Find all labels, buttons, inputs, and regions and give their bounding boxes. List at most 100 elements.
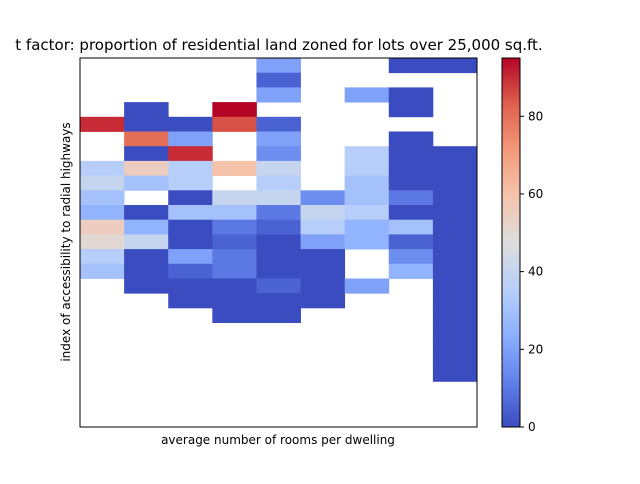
heatmap-cell [256, 190, 301, 206]
heatmap-cell [124, 205, 169, 221]
heatmap-cell [124, 160, 169, 176]
heatmap-cell [80, 263, 125, 279]
heatmap-cell [212, 190, 257, 206]
heatmap-cell [344, 87, 390, 103]
heatmap-cell [124, 102, 169, 118]
heatmap-cell [80, 160, 125, 176]
heatmap-cell [124, 116, 169, 132]
heatmap-cell [388, 234, 434, 250]
heatmap-cell [168, 234, 213, 250]
heatmap-cell [212, 278, 257, 294]
heatmap-cell [124, 234, 169, 250]
colorbar-tick-label: 80 [528, 109, 543, 123]
heatmap-cell [388, 160, 434, 176]
heatmap-cell [124, 175, 169, 191]
colorbar-tick-label: 0 [528, 420, 536, 434]
heatmap-cell [80, 249, 125, 265]
heatmap-cell [168, 219, 213, 235]
heatmap-cell [124, 263, 169, 279]
heatmap-cell [212, 249, 257, 265]
heatmap-cell [388, 131, 434, 147]
heatmap-cell [388, 146, 434, 162]
heatmap-cell [432, 234, 478, 250]
x-axis-label: average number of rooms per dwelling [161, 433, 395, 447]
heatmap-cell [212, 102, 257, 118]
heatmap-cell [300, 234, 346, 250]
heatmap-cell [432, 322, 478, 338]
heatmap-cell [168, 146, 213, 162]
heatmap-cell [432, 337, 478, 353]
chart-title: t factor: proportion of residential land… [15, 36, 542, 54]
heatmap-cell [344, 219, 390, 235]
plot-frame [79, 57, 478, 428]
heatmap-cell [212, 293, 257, 309]
heatmap-cell [168, 249, 213, 265]
colorbar-tick-label: 40 [528, 265, 543, 279]
heatmap-cell [388, 263, 434, 279]
heatmap-cell [300, 249, 346, 265]
heatmap-cell [212, 116, 257, 132]
heatmap-cell [344, 146, 390, 162]
heatmap-cell [212, 205, 257, 221]
heatmap-cell [124, 219, 169, 235]
heatmap-cell [256, 249, 301, 265]
heatmap-cell [80, 205, 125, 221]
heatmap-cell [168, 175, 213, 191]
heatmap-cell [300, 205, 346, 221]
heatmap-cell [432, 190, 478, 206]
heatmap-cell [432, 160, 478, 176]
heatmap-cell [256, 234, 301, 250]
heatmap-cell [80, 175, 125, 191]
heatmap-cell [256, 293, 301, 309]
heatmap-cell [256, 87, 301, 103]
heatmap-cell [300, 219, 346, 235]
heatmap-cell [80, 116, 125, 132]
heatmap-cell [344, 160, 390, 176]
heatmap-cell [124, 278, 169, 294]
heatmap-cell [432, 175, 478, 191]
heatmap-cell [168, 205, 213, 221]
heatmap-cell [124, 131, 169, 147]
heatmap-cell [344, 234, 390, 250]
heatmap-cell [212, 160, 257, 176]
heatmap-cell [212, 263, 257, 279]
heatmap-cell [256, 307, 301, 323]
heatmap-cell [256, 131, 301, 147]
heatmap-cell [256, 205, 301, 221]
heatmap-cell [344, 205, 390, 221]
colorbar-ticks: 0 20 40 60 80 [520, 109, 543, 434]
heatmap-cell [388, 219, 434, 235]
heatmap-cell [432, 58, 478, 74]
heatmap-cell [168, 131, 213, 147]
heatmap-cell [432, 219, 478, 235]
heatmap-cell [432, 366, 478, 382]
heatmap-cell [168, 190, 213, 206]
heatmap-cell [256, 146, 301, 162]
heatmap-cell [256, 263, 301, 279]
heatmap-cell [388, 190, 434, 206]
heatmap-cell [300, 278, 346, 294]
heatmap-cell [344, 278, 390, 294]
heatmap-cell [344, 190, 390, 206]
heatmap-cell [168, 278, 213, 294]
heatmap-cell [168, 116, 213, 132]
heatmap-cell [300, 263, 346, 279]
heatmap-cell [256, 219, 301, 235]
heatmap-cell [388, 87, 434, 103]
heatmap-cell [300, 293, 346, 309]
y-axis-label: index of accessibility to radial highway… [59, 122, 73, 361]
heatmap-cell [256, 160, 301, 176]
heatmap-cell [432, 205, 478, 221]
colorbar-tick-label: 20 [528, 342, 543, 356]
heatmap-cell [168, 293, 213, 309]
heatmap-cell [256, 175, 301, 191]
heatmap-cell [212, 307, 257, 323]
heatmap-cell [388, 102, 434, 118]
heatmap-cell [80, 234, 125, 250]
heatmap-cell [212, 234, 257, 250]
heatmap-cell [168, 160, 213, 176]
heatmap-cell [432, 307, 478, 323]
heatmap-cell [212, 219, 257, 235]
heatmap-cell [256, 58, 301, 74]
